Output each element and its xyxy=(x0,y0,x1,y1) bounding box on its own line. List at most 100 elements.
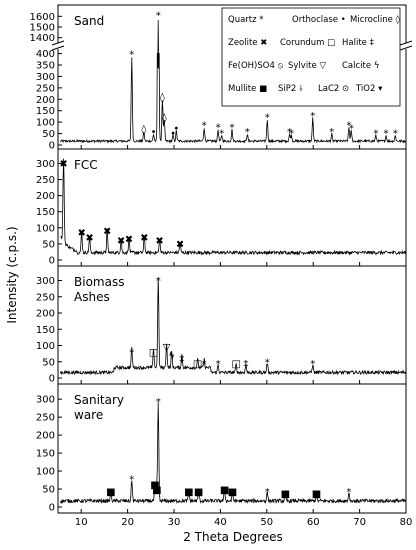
peak-marker: * xyxy=(202,359,207,370)
legend-name: Calcite xyxy=(342,61,374,71)
axis-break-gap xyxy=(52,43,64,49)
legend-symbol: ⦸ xyxy=(278,61,284,71)
peak-marker: □ xyxy=(149,348,158,359)
peak-marker: ✖ xyxy=(117,236,125,247)
legend-symbol: ■ xyxy=(259,84,267,94)
peak-marker: ◊ xyxy=(160,92,165,104)
peak-marker: ■ xyxy=(281,489,290,500)
peak-marker: ▽ xyxy=(163,343,171,354)
y-tick-label: 400 xyxy=(36,49,55,60)
peak-marker: • xyxy=(170,128,176,139)
y-tick-label: 50 xyxy=(42,129,55,140)
pattern-line xyxy=(60,158,407,256)
y-tick-label: 250 xyxy=(36,83,55,94)
panel-title: FCC xyxy=(74,158,98,172)
legend-name: TiO2 xyxy=(355,84,378,94)
panel-title: Biomass xyxy=(74,275,124,289)
x-tick-label: 50 xyxy=(260,517,273,528)
peak-marker: ■ xyxy=(106,487,115,498)
peak-marker: ✖ xyxy=(125,235,133,246)
legend-entry: Halite ‡ xyxy=(342,38,375,48)
legend-name: Zeolite xyxy=(228,38,260,48)
legend-symbol: ⊙ xyxy=(342,84,349,94)
legend-entry: TiO2 ▾ xyxy=(355,84,383,94)
peak-marker: * xyxy=(289,128,294,139)
y-tick-label: 250 xyxy=(36,292,55,303)
legend-name: Mullite xyxy=(228,84,259,94)
peak-marker: * xyxy=(156,276,161,287)
y-tick-label: 150 xyxy=(36,106,55,117)
peak-marker: ■ xyxy=(152,485,161,496)
y-tick-label: 100 xyxy=(36,341,55,352)
legend-symbol: ▽ xyxy=(319,61,326,71)
y-tick-label: 0 xyxy=(49,141,55,152)
legend: Quartz * Orthoclase • Microcline ◊ Zeolite … xyxy=(221,7,401,107)
peak-marker: * xyxy=(310,111,315,122)
legend-symbol: ‡ xyxy=(370,38,375,48)
y-tick-label: 1500 xyxy=(30,23,55,34)
legend-symbol: ▾ xyxy=(378,84,383,94)
peak-marker: * xyxy=(216,359,221,370)
peak-marker: ✖ xyxy=(59,159,67,170)
peak-marker: * xyxy=(310,359,315,370)
peak-marker: * xyxy=(129,348,134,359)
legend-box xyxy=(221,7,401,107)
y-tick-label: 50 xyxy=(42,485,55,496)
panel-title: ware xyxy=(74,408,103,422)
peak-marker: * xyxy=(156,11,161,22)
legend-entry: Sylvite ▽ xyxy=(288,61,326,71)
legend-entry: SiP2 ⫰ xyxy=(278,84,303,94)
x-tick-label: 80 xyxy=(400,517,413,528)
y-tick-label: 200 xyxy=(36,309,55,320)
panel-title: Sand xyxy=(74,14,104,28)
legend-entry: LaC2 ⊙ xyxy=(318,84,349,94)
y-tick-label: 300 xyxy=(36,395,55,406)
peak-marker: * xyxy=(216,123,221,134)
legend-name: Corundum xyxy=(280,38,327,48)
y-tick-label: 200 xyxy=(36,191,55,202)
peak-marker: • xyxy=(173,124,179,135)
peak-marker: * xyxy=(384,128,389,139)
peak-marker: * xyxy=(346,487,351,498)
peak-marker: ✖ xyxy=(85,233,93,244)
peak-marker: ϟ xyxy=(168,351,175,362)
x-tick-label: 60 xyxy=(307,517,320,528)
legend-entry: Mullite ■ xyxy=(228,84,267,94)
x-tick-label: 20 xyxy=(121,517,134,528)
legend-entry: Quartz * xyxy=(228,15,264,25)
y-tick-label: 300 xyxy=(36,72,55,83)
peak-marker: * xyxy=(287,127,292,138)
peak-marker: ■ xyxy=(220,485,229,496)
axis-break-mark xyxy=(399,40,413,46)
peak-marker: * xyxy=(245,127,250,138)
y-tick-label: 100 xyxy=(36,223,55,234)
legend-symbol: □ xyxy=(327,38,335,48)
y-tick-label: 300 xyxy=(36,276,55,287)
x-tick-label: 70 xyxy=(353,517,366,528)
legend-entry: Orthoclase • xyxy=(292,15,346,25)
x-tick-label: 40 xyxy=(214,517,227,528)
legend-symbol: ✖ xyxy=(260,38,267,48)
legend-entry: Calcite ϟ xyxy=(342,61,379,71)
axis-break-mark xyxy=(51,45,65,51)
peak-marker: ‡ xyxy=(243,359,248,370)
peak-marker: * xyxy=(329,127,334,138)
legend-name: Orthoclase xyxy=(292,15,341,25)
peak-marker: ■ xyxy=(194,487,203,498)
legend-entry: Zeolite ✖ xyxy=(228,38,267,48)
peak-marker: ◊ xyxy=(162,112,167,124)
peak-marker: ■ xyxy=(184,487,193,498)
peak-marker: ✖ xyxy=(140,233,148,244)
panel-title: Ashes xyxy=(74,290,110,304)
legend-entry: Fe(OH)SO4 ⦸ xyxy=(228,61,284,71)
peak-marker: * xyxy=(219,128,224,139)
peak-marker: ✖ xyxy=(155,236,163,247)
panel-frame xyxy=(57,383,407,514)
legend-name: Quartz xyxy=(228,15,259,25)
legend-symbol: ⫰ xyxy=(299,84,303,94)
peak-marker: * xyxy=(373,128,378,139)
